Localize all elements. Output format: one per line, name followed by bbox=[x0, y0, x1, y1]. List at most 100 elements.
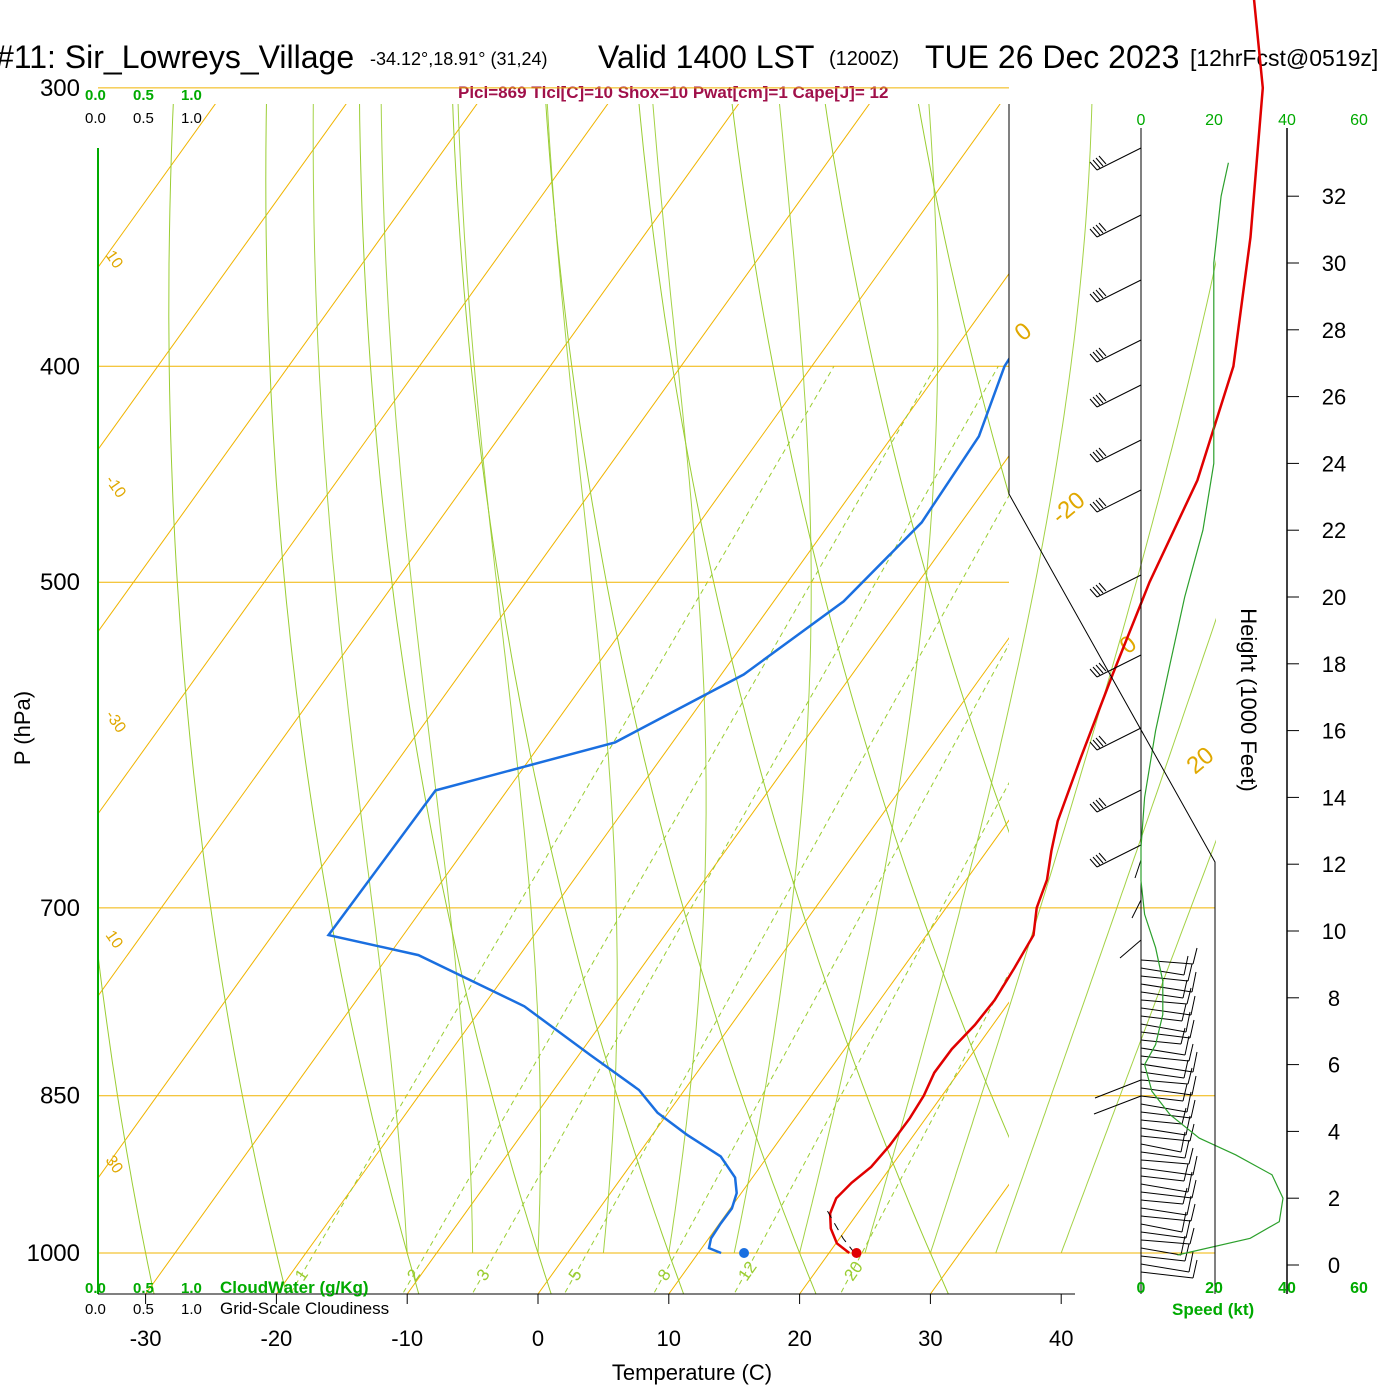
mixing-ratio-label: 8 bbox=[654, 1266, 675, 1285]
isotherm-label: 10 bbox=[102, 248, 126, 272]
wind-barb bbox=[1089, 147, 1142, 171]
wind-barb-staff bbox=[1140, 959, 1194, 965]
dry-adiabat-line bbox=[545, 104, 817, 1294]
isotherm-label: 0 bbox=[1010, 317, 1038, 346]
wind-barb bbox=[1140, 1195, 1192, 1216]
wind-barb bbox=[1140, 1051, 1198, 1073]
isotherm-label: -20 bbox=[1047, 487, 1091, 530]
station-name: #11: Sir_Lowreys_Village bbox=[0, 39, 354, 75]
wind-barb-staff bbox=[1140, 1063, 1194, 1073]
wind-barb bbox=[1089, 339, 1142, 363]
moist-adiabat-line bbox=[457, 104, 541, 1254]
wind-barb-staff bbox=[1140, 1215, 1192, 1222]
speed-tick-bottom-0: 0 bbox=[1137, 1280, 1146, 1297]
cloudwater-tick-bottom-0: 0.0 bbox=[85, 1280, 106, 1297]
wind-barb-flag bbox=[1183, 1163, 1189, 1182]
wind-barb-flag bbox=[1098, 347, 1107, 357]
wind-barb bbox=[1140, 947, 1198, 965]
mixing-ratio-label: 20 bbox=[840, 1258, 866, 1284]
wind-barb-staff bbox=[1140, 1167, 1194, 1176]
cloudwater-tick-bottom-2: 1.0 bbox=[181, 1280, 202, 1297]
wind-barb-staff bbox=[1140, 1135, 1191, 1142]
wind-barb-flag bbox=[1089, 858, 1098, 868]
wind-barb-flag bbox=[1192, 947, 1198, 965]
wind-barb-staff bbox=[1093, 1095, 1142, 1115]
wind-barb-flag bbox=[1098, 447, 1107, 457]
wind-barb-flag bbox=[1190, 995, 1196, 1016]
x-tick-label: 20 bbox=[787, 1326, 811, 1351]
wind-barb-flag bbox=[1192, 1051, 1198, 1073]
dry-adiabat-line bbox=[824, 104, 1009, 834]
wind-barb-flag bbox=[1180, 1235, 1186, 1256]
mixing-ratio-line bbox=[652, 643, 1009, 1294]
wind-barb-flag bbox=[1185, 1011, 1191, 1033]
wind-barb-flag bbox=[1092, 666, 1101, 676]
wind-barb-flag bbox=[1098, 155, 1107, 165]
wind-barb-flag bbox=[1092, 451, 1101, 461]
wind-barb-flag bbox=[1184, 1035, 1190, 1056]
wind-barb-staff bbox=[1096, 439, 1142, 463]
wind-barb-staff bbox=[1140, 975, 1189, 982]
temperature-line bbox=[828, 0, 1265, 1254]
dry-adiabat-line bbox=[359, 104, 552, 1294]
wind-barb-flag bbox=[1098, 662, 1107, 672]
wind-barb-flag bbox=[1188, 1043, 1194, 1062]
height-tick-label: 0 bbox=[1328, 1253, 1340, 1278]
wind-barb-flag bbox=[1182, 1187, 1188, 1205]
isotherm-label: 10 bbox=[102, 928, 126, 952]
wind-barb bbox=[1140, 979, 1188, 999]
x-tick-label: 10 bbox=[657, 1326, 681, 1351]
cloudiness-tick-top-0: 0.0 bbox=[85, 110, 106, 127]
dry-adiabat-line bbox=[1065, 0, 1400, 1300]
wind-barb-flag bbox=[1182, 1083, 1188, 1102]
wind-barb-staff bbox=[1096, 574, 1142, 598]
wind-barb-flag bbox=[1182, 979, 1188, 999]
pressure-tick-label: 500 bbox=[40, 569, 80, 596]
wind-barb-flag bbox=[1190, 1099, 1196, 1119]
wind-barb-flag bbox=[1089, 228, 1098, 238]
mixing-ratio-line bbox=[471, 366, 999, 1294]
wind-barb-flag bbox=[1187, 1171, 1193, 1193]
valid-date: TUE 26 Dec 2023 bbox=[925, 39, 1179, 75]
wind-barb-flag bbox=[1092, 159, 1101, 169]
wind-barb-flag bbox=[1187, 963, 1193, 982]
wind-barb-staff bbox=[1140, 1183, 1189, 1193]
wind-barb-staff bbox=[1096, 654, 1142, 678]
x-tick-label: -20 bbox=[261, 1326, 293, 1351]
wind-barb-flag bbox=[1098, 852, 1107, 862]
moist-adiabat-line bbox=[546, 104, 618, 1254]
wind-barb bbox=[1089, 384, 1142, 408]
x-axis-title: Temperature (C) bbox=[612, 1360, 772, 1385]
wind-barb-flag bbox=[1095, 157, 1104, 167]
speed-tick-top-3: 60 bbox=[1350, 112, 1368, 129]
moist-adiabat-line bbox=[1060, 839, 1216, 1254]
wind-barb-flag bbox=[1092, 501, 1101, 511]
wind-barb bbox=[1140, 1163, 1189, 1182]
wind-barb-staff bbox=[1096, 339, 1142, 363]
cloudwater-tick-bottom-1: 0.5 bbox=[133, 1280, 154, 1297]
dry-adiabat-line bbox=[168, 104, 287, 1294]
wind-barb bbox=[1140, 955, 1189, 976]
wind-barb-staff bbox=[1140, 1023, 1187, 1033]
surface-temperature-dot bbox=[851, 1248, 862, 1258]
height-tick-label: 10 bbox=[1322, 919, 1346, 944]
isotherm-line bbox=[1061, 0, 1400, 1294]
wind-barb-flag bbox=[1092, 396, 1101, 406]
forecast-label: [12hrFcst@0519z] bbox=[1190, 45, 1378, 71]
wind-barb-staff bbox=[1134, 859, 1142, 879]
pressure-tick-label: 850 bbox=[40, 1083, 80, 1110]
height-tick-label: 2 bbox=[1328, 1186, 1340, 1211]
dewpoint-line bbox=[326, 356, 1009, 1255]
wind-barb-staff bbox=[1140, 1031, 1191, 1039]
height-tick-label: 4 bbox=[1328, 1119, 1340, 1144]
station-coords: -34.12°,18.91° (31,24) bbox=[370, 49, 548, 69]
wind-barb bbox=[1140, 1259, 1198, 1279]
moist-adiabat-line bbox=[312, 104, 408, 1254]
wind-barb-flag bbox=[1089, 741, 1098, 751]
cloudwater-tick-top-0: 0.0 bbox=[85, 87, 106, 104]
mixing-ratio-line bbox=[563, 494, 1009, 1294]
isotherm-line bbox=[537, 637, 1009, 1294]
wind-barb bbox=[1140, 1251, 1194, 1273]
wind-barb-staff bbox=[1140, 1271, 1194, 1279]
wind-barb-flag bbox=[1095, 664, 1104, 674]
